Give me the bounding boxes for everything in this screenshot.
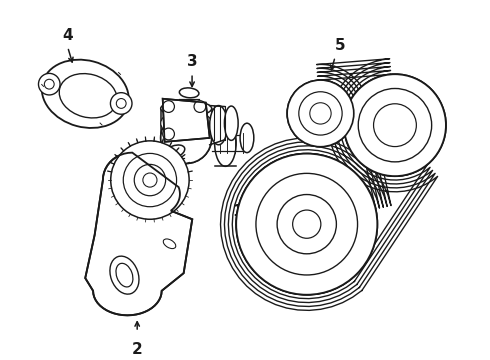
Text: 4: 4: [62, 28, 73, 43]
Ellipse shape: [163, 239, 176, 249]
Circle shape: [196, 115, 212, 131]
Ellipse shape: [161, 101, 212, 116]
Text: 5: 5: [335, 38, 345, 53]
Ellipse shape: [110, 256, 139, 294]
Circle shape: [163, 101, 174, 112]
Ellipse shape: [224, 106, 238, 140]
Ellipse shape: [215, 119, 236, 166]
Ellipse shape: [240, 123, 254, 153]
Ellipse shape: [179, 88, 199, 98]
Circle shape: [161, 115, 176, 131]
Circle shape: [194, 101, 206, 112]
Polygon shape: [85, 153, 192, 315]
Ellipse shape: [161, 112, 212, 163]
Circle shape: [344, 74, 446, 176]
Circle shape: [111, 141, 189, 219]
Polygon shape: [163, 99, 210, 142]
Ellipse shape: [161, 112, 212, 163]
Circle shape: [110, 93, 132, 114]
Text: 3: 3: [187, 54, 197, 69]
Ellipse shape: [42, 60, 129, 128]
Circle shape: [236, 154, 377, 295]
Circle shape: [287, 80, 354, 147]
Text: 2: 2: [132, 342, 143, 357]
Ellipse shape: [164, 145, 185, 158]
Ellipse shape: [157, 161, 186, 183]
Circle shape: [39, 73, 60, 95]
Ellipse shape: [154, 177, 179, 196]
Ellipse shape: [159, 156, 178, 167]
Circle shape: [344, 74, 446, 176]
Circle shape: [287, 80, 354, 147]
Text: 1: 1: [233, 204, 243, 219]
Circle shape: [163, 128, 174, 140]
Ellipse shape: [210, 105, 227, 145]
Circle shape: [236, 154, 377, 295]
